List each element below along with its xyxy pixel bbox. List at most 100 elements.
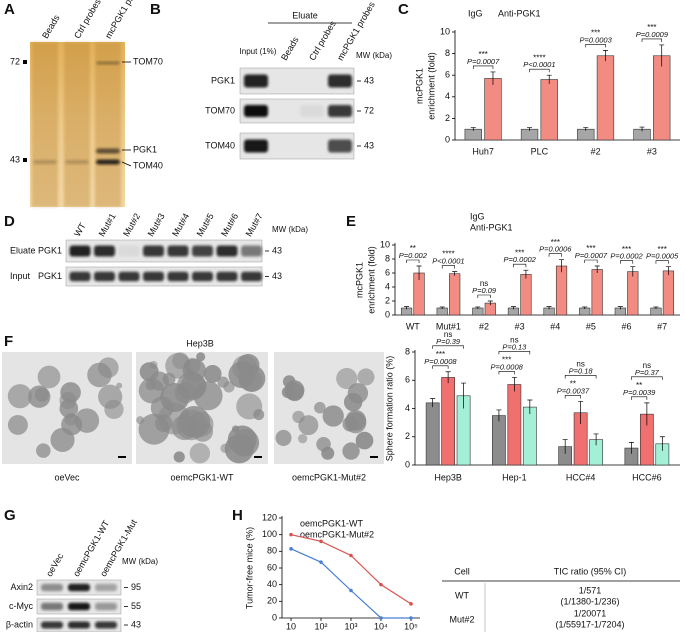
x-tick-label: #3 [515, 321, 525, 331]
y-tick-label: 0 [445, 134, 450, 144]
blot-band [328, 105, 352, 117]
table-cell: 1/571 [579, 585, 602, 595]
series-marker [349, 588, 353, 593]
lane-label: Ctrl probes [307, 19, 338, 63]
error-bar [665, 266, 671, 276]
bar [591, 269, 603, 316]
x-tick-label: #5 [586, 321, 596, 331]
error-bar [452, 271, 458, 276]
mw-header: MW (kDa) [272, 225, 308, 234]
panel-label: E [346, 213, 356, 230]
bar [441, 377, 455, 466]
error-bar [562, 439, 568, 454]
image-caption: oemcPGK1-Mut#2 [292, 472, 366, 482]
bar [555, 265, 568, 316]
error-bar [546, 306, 552, 310]
legend-label: Anti-PGK1 [470, 222, 513, 232]
series-marker [409, 602, 413, 606]
error-bar [617, 306, 623, 310]
panel-label: H [232, 507, 243, 524]
error-bar [527, 127, 533, 131]
y-tick-label: 4 [385, 281, 390, 291]
blot-band [118, 245, 140, 257]
sphere [145, 379, 156, 391]
error-bar [470, 127, 476, 131]
significance-bracket [631, 396, 648, 400]
series-marker [289, 532, 293, 537]
sphere [336, 367, 358, 390]
panel-label: A [4, 1, 15, 18]
y-tick-label: 2 [445, 113, 450, 123]
significance-bracket [585, 44, 606, 48]
p-value: P=0.13 [502, 342, 527, 351]
series-line [290, 548, 411, 619]
significance-bracket [620, 260, 634, 264]
panel-label: G [4, 507, 16, 524]
panel-label: B [150, 1, 161, 18]
series-marker [409, 616, 413, 620]
p-value: P=0.0005 [646, 252, 679, 261]
significance-stars: **** [533, 53, 545, 62]
p-value: P=0.39 [436, 337, 461, 346]
y-axis-label: Sphere formation ratio (%) [384, 356, 394, 462]
error-bar [639, 126, 645, 132]
error-bar [416, 265, 422, 280]
x-tick-label: #6 [622, 321, 632, 331]
error-bar [461, 382, 467, 409]
mw-label: 43 [364, 140, 374, 150]
row-label: PGK1 [38, 245, 62, 255]
lane-label: WT [72, 221, 88, 239]
p-value: P=0.0039 [623, 388, 656, 397]
table-header: TIC ratio (95% CI) [554, 566, 627, 576]
significance-bracket [641, 38, 663, 42]
blot-band [328, 74, 352, 88]
sphere [285, 383, 304, 402]
sphere [104, 399, 124, 420]
sphere [37, 365, 61, 389]
sphere [355, 431, 374, 450]
row-label: PGK1 [211, 75, 235, 85]
error-bar [630, 266, 636, 277]
blot-band [68, 602, 90, 611]
sphere [316, 436, 331, 452]
band-label: TOM70 [133, 56, 163, 66]
p-value: P=0.0009 [636, 30, 669, 39]
error-bar [404, 306, 410, 310]
sphere [238, 364, 266, 392]
blot-band [244, 74, 268, 88]
p-value: P=0.0008 [424, 357, 457, 366]
p-value: P<0.0001 [523, 60, 555, 69]
significance-bracket [498, 351, 531, 355]
x-tick-label: 10⁴ [374, 621, 388, 631]
gel-band [96, 148, 120, 154]
blot-band [241, 271, 262, 282]
series-marker [289, 547, 293, 551]
sphere [345, 410, 367, 431]
y-axis-label: enrichment (fold) [366, 246, 376, 314]
band-label: PGK1 [133, 144, 157, 154]
error-bar [510, 306, 516, 310]
error-bar [546, 74, 552, 84]
lane-label: oeVec [44, 551, 65, 578]
gel-band [96, 61, 120, 65]
x-tick-label: PLC [531, 146, 549, 156]
blot-band [244, 105, 268, 117]
x-tick-label: 10⁵ [404, 621, 418, 631]
blot-band [68, 583, 90, 592]
sphere [357, 368, 375, 386]
significance-stars: *** [591, 28, 600, 37]
table-cell: WT [455, 590, 469, 600]
sphere [50, 427, 75, 452]
x-tick-label: #2 [479, 321, 489, 331]
sphere [342, 442, 360, 460]
row-label: β-actin [6, 619, 33, 629]
lane-label: Mut#4 [170, 212, 191, 239]
row-sample: Eluate [10, 245, 36, 255]
sphere [116, 382, 123, 389]
mw-label: 55 [131, 601, 141, 611]
sphere [231, 425, 240, 433]
marker-label: 72 [10, 56, 20, 66]
error-bar [523, 269, 529, 279]
scale-bar [254, 456, 262, 458]
